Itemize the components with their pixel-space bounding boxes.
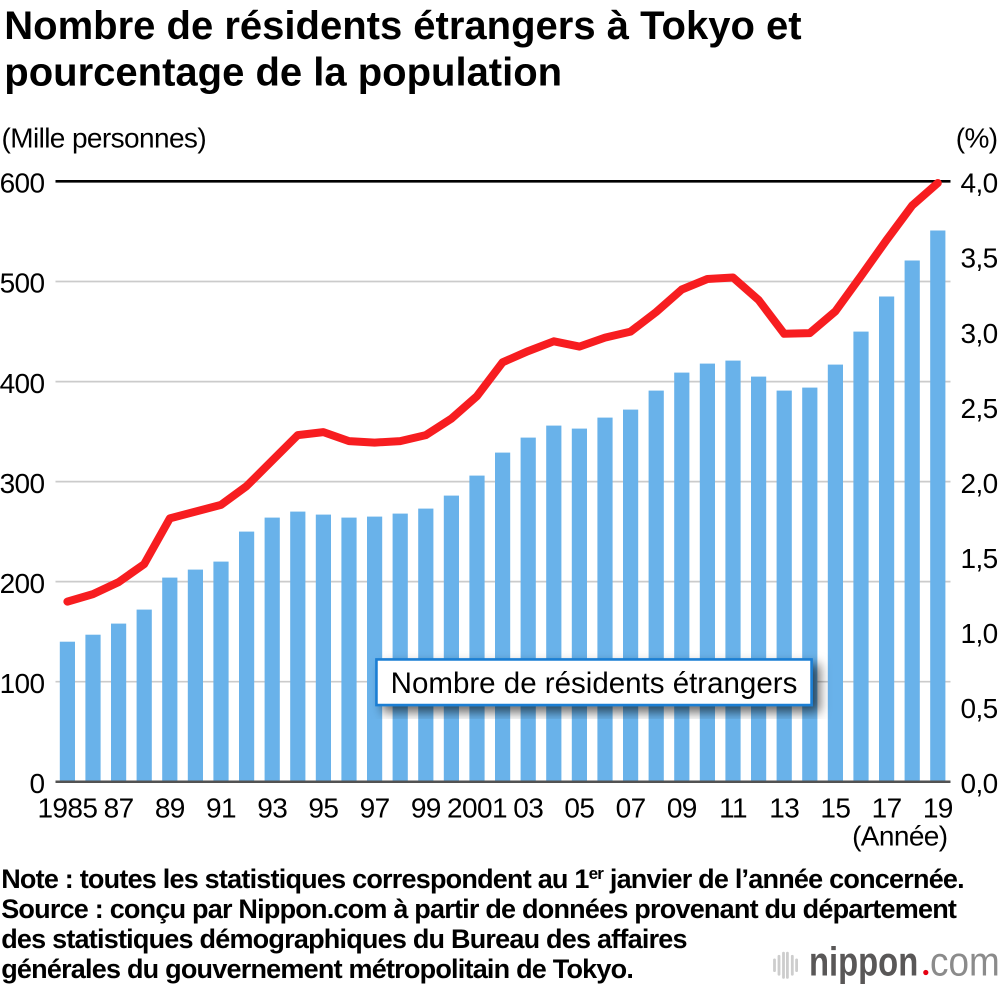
svg-text:09: 09 xyxy=(667,792,697,823)
svg-text:03: 03 xyxy=(513,792,543,823)
svg-text:87: 87 xyxy=(104,792,134,823)
svg-text:500: 500 xyxy=(0,268,45,299)
svg-text:0: 0 xyxy=(30,768,45,799)
svg-text:des statistiques démographique: des statistiques démographiques du Burea… xyxy=(1,924,687,954)
svg-text:3,5: 3,5 xyxy=(961,243,998,274)
svg-text:0,0: 0,0 xyxy=(961,768,998,799)
svg-text:11: 11 xyxy=(719,792,747,823)
svg-text:4,0: 4,0 xyxy=(961,168,998,199)
svg-text:200: 200 xyxy=(0,568,45,599)
svg-text:Nombre de résidents étrangers: Nombre de résidents étrangers xyxy=(391,667,798,700)
svg-text:Nombre de résidents étrangers: Nombre de résidents étrangers à Tokyo et xyxy=(4,4,801,48)
svg-text:05: 05 xyxy=(564,792,594,823)
svg-text:17: 17 xyxy=(872,792,902,823)
svg-text:nippon: nippon xyxy=(809,938,918,984)
svg-text:pourcentage de la population: pourcentage de la population xyxy=(4,51,562,95)
svg-text:600: 600 xyxy=(0,168,45,199)
svg-text:15: 15 xyxy=(820,792,850,823)
svg-text:99: 99 xyxy=(411,792,441,823)
svg-text:(Année): (Année) xyxy=(852,821,947,852)
svg-text:13: 13 xyxy=(769,792,799,823)
svg-text:(Mille personnes): (Mille personnes) xyxy=(2,123,207,154)
svg-text:Note : toutes les statistiques: Note : toutes les statistiques correspon… xyxy=(1,864,964,894)
svg-text:0,5: 0,5 xyxy=(961,693,998,724)
svg-text:97: 97 xyxy=(360,792,390,823)
svg-text:300: 300 xyxy=(0,468,45,499)
svg-text:1,0: 1,0 xyxy=(961,618,998,649)
svg-text:com: com xyxy=(930,940,1000,985)
svg-text:2001: 2001 xyxy=(447,792,507,823)
svg-text:1985: 1985 xyxy=(37,792,97,823)
svg-text:2,5: 2,5 xyxy=(961,393,998,424)
svg-text:Source : conçu par Nippon.com: Source : conçu par Nippon.com à partir d… xyxy=(1,894,957,924)
svg-text:générales du gouvernement métr: générales du gouvernement métropolitain … xyxy=(1,954,633,984)
svg-text:3,0: 3,0 xyxy=(961,318,998,349)
svg-text:100: 100 xyxy=(0,668,45,699)
svg-text:07: 07 xyxy=(616,792,646,823)
svg-text:19: 19 xyxy=(923,792,953,823)
svg-text:93: 93 xyxy=(257,792,287,823)
svg-text:(%): (%) xyxy=(956,123,998,154)
svg-text:1,5: 1,5 xyxy=(961,543,998,574)
svg-text:89: 89 xyxy=(155,792,185,823)
svg-text:95: 95 xyxy=(308,792,338,823)
svg-text:400: 400 xyxy=(0,368,45,399)
svg-text:2,0: 2,0 xyxy=(961,468,998,499)
svg-text:91: 91 xyxy=(206,792,236,823)
